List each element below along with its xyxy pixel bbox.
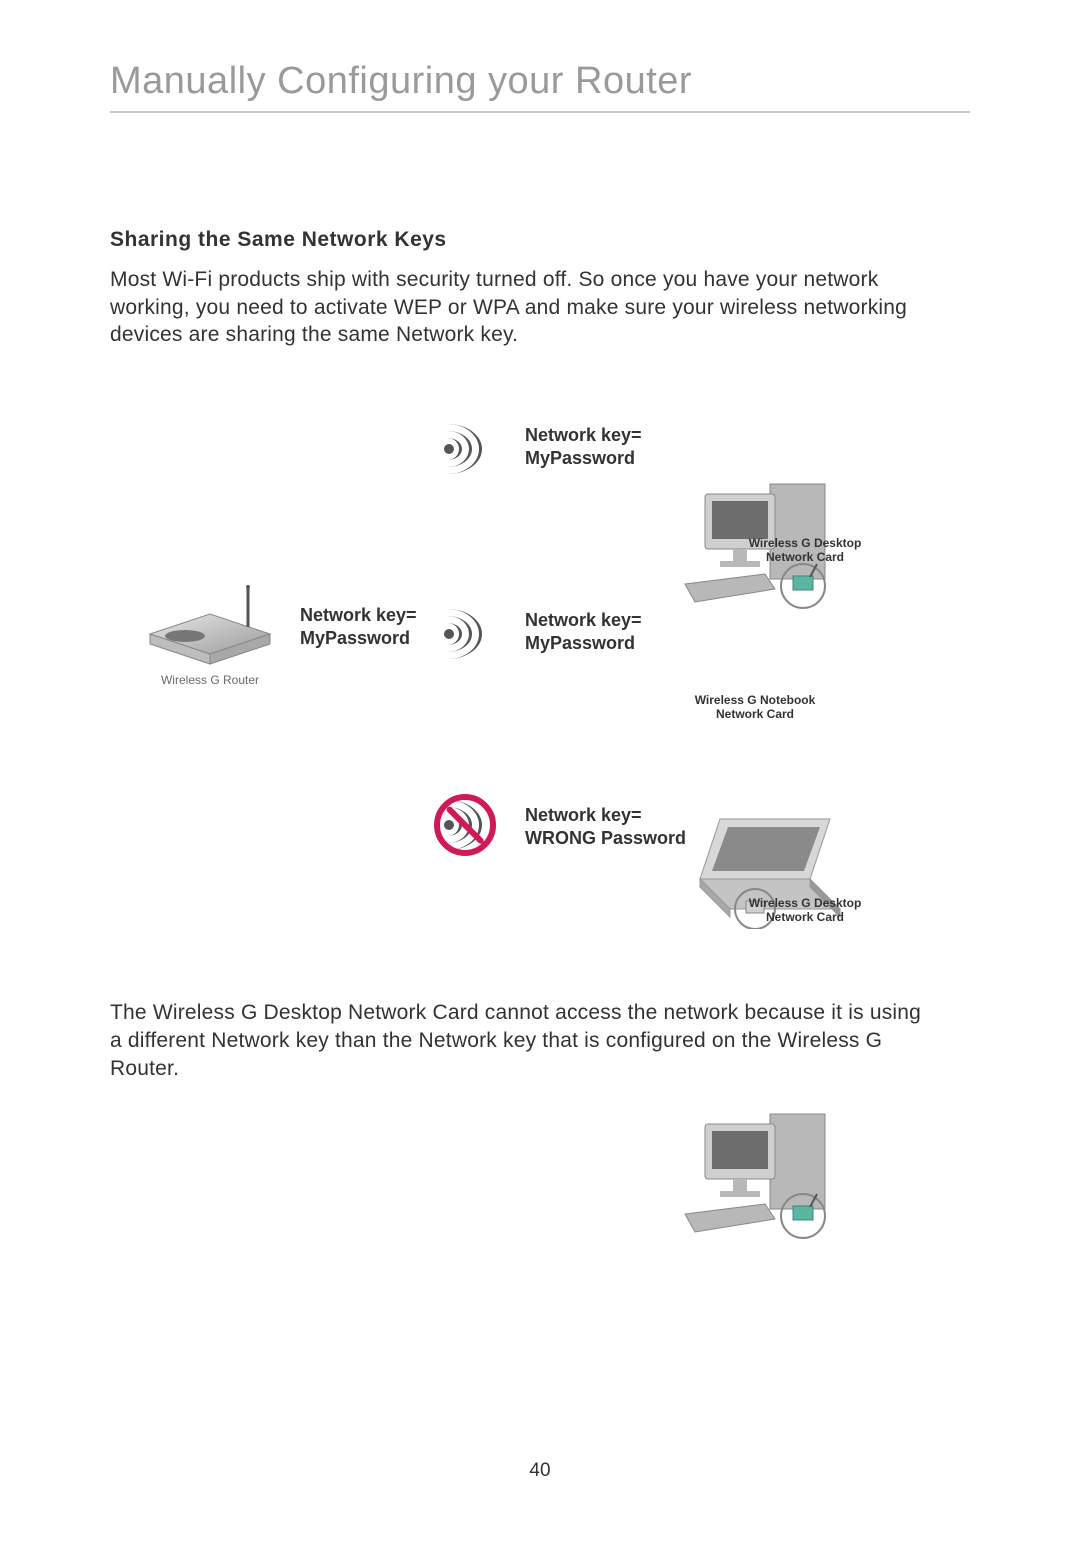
row1-caption: Wireless G Desktop Network Card [730, 537, 880, 565]
page-number: 40 [529, 1460, 550, 1482]
row1-caption-l1: Wireless G Desktop [749, 536, 862, 550]
document-page: Manually Configuring your Router Sharing… [0, 0, 1080, 1542]
router-key-label: Network key= [300, 605, 417, 625]
row3-key-label: Network key= [525, 805, 642, 825]
row2-key-text: Network key= MyPassword [525, 609, 642, 654]
outro-paragraph: The Wireless G Desktop Network Card cann… [110, 999, 930, 1082]
router-key-text: Network key= MyPassword [300, 604, 417, 649]
router-caption: Wireless G Router [150, 674, 270, 688]
row2-caption-l1: Wireless G Notebook [695, 693, 816, 707]
row3-caption: Wireless G Desktop Network Card [730, 897, 880, 925]
row1-key-value: MyPassword [525, 448, 635, 468]
row3-caption-l2: Network Card [766, 910, 844, 924]
router-key-value: MyPassword [300, 628, 410, 648]
row3-key-text: Network key= WRONG Password [525, 804, 686, 849]
row1-key-text: Network key= MyPassword [525, 424, 642, 469]
intro-paragraph: Most Wi-Fi products ship with security t… [110, 266, 930, 349]
row2-caption: Wireless G Notebook Network Card [675, 694, 835, 722]
section-heading: Sharing the Same Network Keys [110, 228, 970, 252]
row2-key-value: MyPassword [525, 633, 635, 653]
desktop-icon [675, 1104, 835, 1254]
row2-caption-l2: Network Card [716, 707, 794, 721]
row2-key-label: Network key= [525, 610, 642, 630]
row3-key-value: WRONG Password [525, 828, 686, 848]
network-key-diagram: Wireless G Router Network key= MyPasswor… [110, 389, 970, 959]
row3-caption-l1: Wireless G Desktop [749, 896, 862, 910]
wifi-blocked-icon [434, 794, 496, 856]
router-icon [140, 579, 280, 669]
wifi-icon [440, 424, 490, 474]
row1-key-label: Network key= [525, 425, 642, 445]
wifi-icon [440, 609, 490, 659]
row1-caption-l2: Network Card [766, 550, 844, 564]
page-title: Manually Configuring your Router [110, 60, 970, 113]
